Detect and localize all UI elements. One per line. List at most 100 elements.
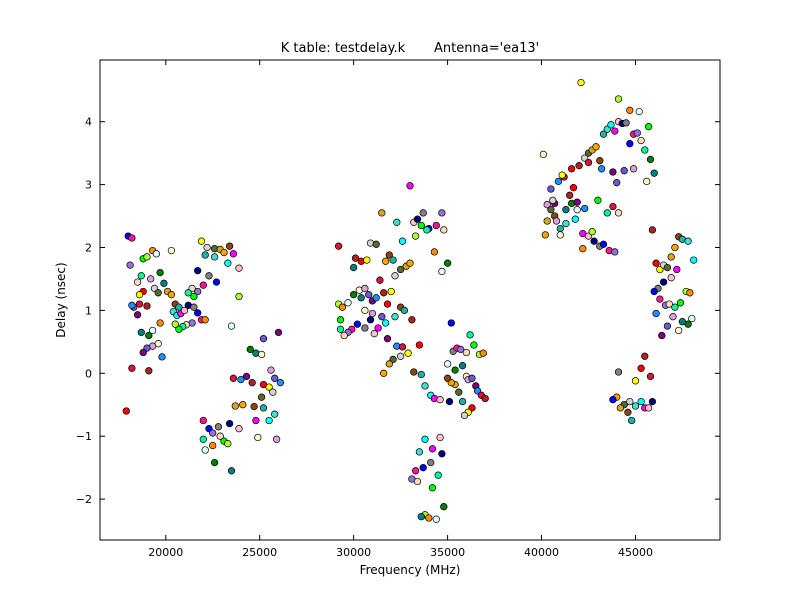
data-point [271,410,279,418]
x-tick-label: 35000 [430,546,465,559]
data-point [338,303,347,311]
data-point [455,388,463,396]
data-point [133,311,142,319]
data-point [451,366,459,374]
data-point [380,369,388,377]
data-point [353,320,362,328]
data-point [133,278,142,286]
data-point [415,341,424,349]
data-point [396,265,405,274]
data-point [635,107,643,116]
data-point [658,331,666,340]
data-point [190,292,198,301]
data-point [214,423,223,431]
data-point [633,129,641,137]
data-point [646,372,655,381]
data-point [419,464,427,472]
data-point [272,435,281,443]
data-point [428,445,437,453]
data-point [675,326,683,335]
data-point [641,352,649,360]
data-point [567,165,576,173]
data-point [440,503,448,511]
data-point [626,140,634,148]
data-point [122,407,130,415]
data-point [614,209,623,217]
data-point [417,221,425,230]
data-point [210,458,219,467]
data-point [411,467,420,475]
data-point [637,397,645,406]
data-point [573,198,581,206]
data-point [391,313,399,321]
data-point [599,130,608,138]
data-point [391,272,399,280]
data-point [383,335,392,343]
data-point [381,257,390,265]
data-point [393,218,401,226]
data-point [184,289,192,297]
data-point [611,127,619,135]
data-point [443,259,452,267]
data-point [648,226,657,234]
data-point [434,471,442,479]
data-point [656,295,664,303]
plot-area [99,59,721,541]
data-point [349,291,358,299]
data-point [135,300,144,308]
data-point [361,284,369,293]
data-point [229,250,238,258]
data-point [225,242,234,250]
data-point [336,325,345,333]
data-point [237,375,245,384]
data-point [688,314,696,323]
data-point [562,219,570,228]
x-tick-label: 25000 [242,546,277,559]
data-point [415,448,424,456]
data-point [143,253,151,261]
data-point [385,360,393,368]
data-point [274,328,283,337]
data-point [180,306,189,315]
data-point [558,171,566,179]
data-point [443,360,452,368]
data-point [427,458,435,467]
data-point [539,150,548,159]
data-point [607,121,615,129]
data-point [626,106,634,114]
data-point [686,289,694,297]
data-point [663,263,672,272]
data-point [641,146,649,154]
data-point [231,402,239,410]
data-point [644,123,653,131]
data-point [438,209,446,217]
data-point [201,446,209,454]
data-point [376,276,384,284]
data-point [259,404,268,412]
data-point [154,289,162,297]
y-tick-label: 3 [85,179,92,192]
data-point [590,237,598,245]
data-point [137,328,145,337]
data-point [419,209,427,217]
data-point [378,209,386,217]
data-point [671,243,679,252]
data-point [406,182,414,190]
data-point [413,215,422,223]
data-point [135,291,144,299]
data-point [210,253,219,261]
data-point [556,224,564,233]
y-tick-label: 1 [85,304,92,317]
data-point [573,206,581,214]
data-point [152,250,161,258]
data-point [197,237,206,245]
data-point [411,232,420,240]
data-point [588,228,596,236]
axis-ticks: 20000 25000 30000 35000 40000 45000 −2 −1 0 1 2 3 4 [76,60,720,559]
data-point [259,335,268,343]
data-point [220,248,228,257]
data-point [385,251,393,259]
data-point [665,300,673,308]
data-point [609,396,617,404]
data-point [167,291,176,299]
